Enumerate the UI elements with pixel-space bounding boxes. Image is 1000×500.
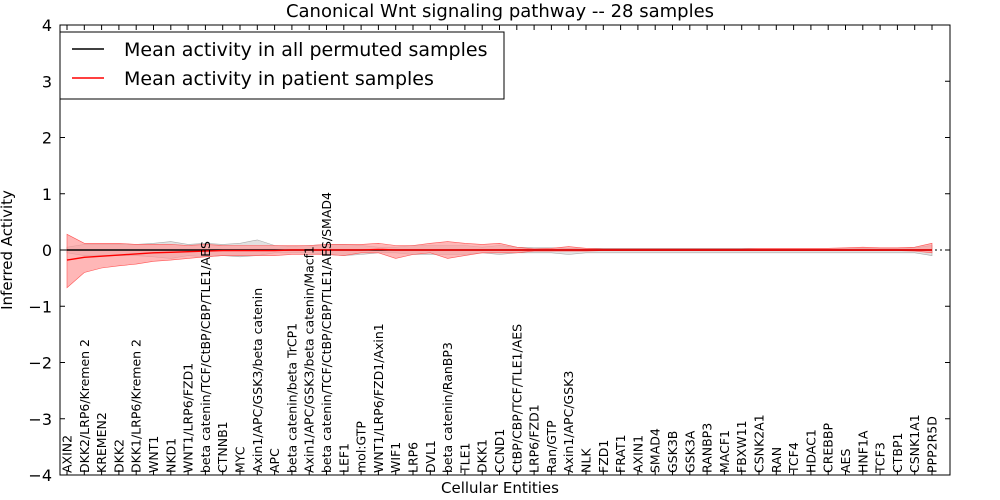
x-tick-label: APC — [267, 448, 282, 473]
series-lines — [60, 248, 950, 261]
y-axis-label: Inferred Activity — [0, 190, 16, 310]
y-tick-label: −1 — [28, 297, 52, 316]
x-tick-label: FBXW11 — [734, 420, 749, 473]
x-tick-label: NKD1 — [163, 438, 178, 473]
x-tick-label: KREMEN2 — [94, 412, 109, 473]
legend-label-permuted: Mean activity in all permuted samples — [124, 39, 487, 61]
x-tick-label: CTBP1 — [890, 433, 905, 473]
x-tick-label: DKK1 — [475, 439, 490, 473]
x-tick-label: DVL1 — [423, 440, 438, 473]
x-tick-label: CtBP/CBP/TCF/TLE1/AES — [509, 324, 524, 473]
x-tick-label: PPP2R5D — [925, 416, 940, 473]
x-tick-label: AXIN1 — [630, 435, 645, 473]
confidence-band-patient — [66, 233, 933, 289]
y-tick-label: −3 — [28, 410, 52, 429]
x-tick-label: AXIN2 — [60, 435, 75, 473]
x-tick-label: DKK2 — [111, 439, 126, 473]
x-tick-label: Axin1/APC/GSK3/beta catenin — [250, 288, 265, 473]
x-tick-label: NLK — [579, 448, 594, 473]
x-tick-label: WNT1/LRP6/FZD1/Axin1 — [371, 323, 386, 473]
x-tick-label: CCND1 — [492, 429, 507, 473]
x-tick-label: WNT1 — [146, 436, 161, 473]
x-axis: AXIN2 DKK2/LRP6/Kremen 2 KREMEN2 DKK2 DKK1/L… — [60, 25, 940, 475]
y-tick-label: 3 — [42, 72, 52, 91]
x-tick-label: WIF1 — [388, 442, 403, 473]
x-tick-label: DKK1/LRP6/Kremen 2 — [129, 339, 144, 473]
x-tick-label: beta catenin/TCF/CtBP/CBP/TLE1/AES — [198, 241, 213, 473]
x-tick-label: MACF1 — [717, 430, 732, 473]
x-tick-label: TLE1 — [457, 443, 472, 474]
x-tick-label: CREBBP — [821, 423, 836, 473]
x-tick-label: Axin1/APC/GSK3 — [561, 371, 576, 473]
x-tick-label: HNF1A — [855, 430, 870, 473]
legend-box — [59, 31, 505, 100]
y-tick-label: 0 — [42, 241, 52, 260]
x-tick-label: beta catenin/TCF/CtBP/CBP/TLE1/AES/SMAD4 — [319, 192, 334, 473]
x-tick-label: RAN — [769, 447, 784, 473]
x-tick-label: CTNNB1 — [215, 421, 230, 473]
x-tick-label: WNT1/LRP6/FZD1 — [181, 363, 196, 473]
x-tick-label: Axin1/APC/GSK3/beta catenin/Macf1 — [302, 246, 317, 473]
y-axis: −4 −3 −2 −1 0 1 2 3 4 — [28, 16, 950, 485]
x-tick-label: AES — [838, 449, 853, 473]
x-tick-label: MYC — [233, 446, 248, 473]
y-tick-label: −2 — [28, 354, 52, 373]
x-tick-label: DKK2/LRP6/Kremen 2 — [77, 339, 92, 473]
x-tick-label: LRP6 — [406, 442, 421, 473]
x-tick-label: Ran/GTP — [544, 420, 559, 473]
x-tick-label: LEF1 — [336, 443, 351, 473]
x-tick-label: GSK3A — [682, 430, 697, 473]
x-tick-label: beta catenin/RanBP3 — [440, 342, 455, 473]
x-axis-label: Cellular Entities — [441, 479, 559, 497]
plot-frame — [59, 24, 951, 476]
x-tick-label: TCF3 — [873, 442, 888, 474]
chart-title: Canonical Wnt signaling pathway -- 28 sa… — [286, 1, 714, 22]
y-tick-label: 4 — [42, 16, 52, 35]
x-tick-label: CSNK1A1 — [907, 414, 922, 473]
series-line-patient — [66, 248, 932, 261]
y-tick-label: −4 — [28, 466, 52, 485]
legend-label-patient: Mean activity in patient samples — [124, 68, 434, 90]
x-tick-label: FRAT1 — [613, 434, 628, 473]
y-tick-label: 2 — [42, 129, 52, 148]
x-tick-label: CSNK2A1 — [752, 414, 767, 473]
y-tick-label: 1 — [42, 185, 52, 204]
x-tick-label: HDAC1 — [803, 429, 818, 473]
x-tick-label: SMAD4 — [648, 428, 663, 473]
confidence-bands — [66, 233, 933, 289]
x-tick-label: TCF4 — [786, 442, 801, 474]
x-tick-label: GSK3B — [665, 431, 680, 473]
x-tick-label: FZD1 — [596, 440, 611, 473]
x-tick-label: mol:GTP — [354, 421, 369, 473]
x-tick-label: beta catenin/beta TrCP1 — [284, 323, 299, 473]
x-tick-label: LRP6/FZD1 — [527, 404, 542, 473]
legend: Mean activity in all permuted samples Me… — [59, 31, 505, 100]
x-tick-label: RANBP3 — [700, 423, 715, 473]
